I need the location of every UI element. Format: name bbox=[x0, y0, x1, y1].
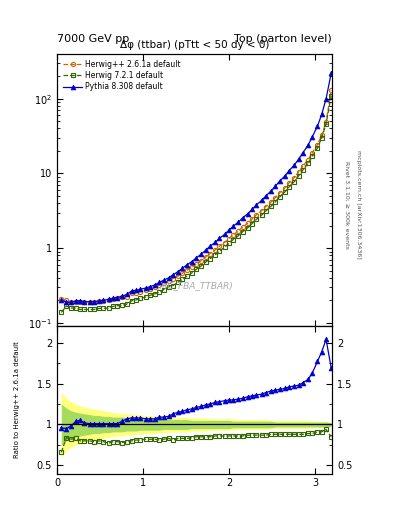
Title: Δφ (ttbar) (pTtt < 50 dy < 0): Δφ (ttbar) (pTtt < 50 dy < 0) bbox=[120, 40, 269, 50]
Herwig++ 2.6.1a default bbox=[92, 299, 96, 305]
Pythia 8.308 default bbox=[59, 297, 64, 303]
Line: Herwig 7.2.1 default: Herwig 7.2.1 default bbox=[59, 94, 333, 314]
Herwig 7.2.1 default bbox=[59, 309, 64, 315]
Text: Top (parton level): Top (parton level) bbox=[234, 33, 332, 44]
Line: Herwig++ 2.6.1a default: Herwig++ 2.6.1a default bbox=[59, 88, 333, 305]
Pythia 8.308 default bbox=[259, 197, 264, 203]
Text: Rivet 3.1.10; ≥ 300k events: Rivet 3.1.10; ≥ 300k events bbox=[344, 161, 349, 249]
Text: 7000 GeV pp: 7000 GeV pp bbox=[57, 33, 129, 44]
Herwig++ 2.6.1a default bbox=[59, 296, 64, 302]
Herwig++ 2.6.1a default bbox=[68, 298, 73, 305]
Pythia 8.308 default bbox=[68, 300, 73, 306]
Herwig++ 2.6.1a default bbox=[329, 87, 334, 93]
Herwig 7.2.1 default bbox=[129, 297, 134, 304]
Herwig++ 2.6.1a default bbox=[259, 208, 264, 214]
Pythia 8.308 default bbox=[106, 296, 111, 302]
Herwig 7.2.1 default bbox=[329, 93, 334, 99]
Herwig 7.2.1 default bbox=[254, 216, 259, 222]
Pythia 8.308 default bbox=[92, 298, 96, 305]
Herwig 7.2.1 default bbox=[68, 305, 73, 311]
Text: mcplots.cern.ch [arXiv:1306.3436]: mcplots.cern.ch [arXiv:1306.3436] bbox=[356, 151, 361, 259]
Pythia 8.308 default bbox=[203, 247, 208, 253]
Herwig++ 2.6.1a default bbox=[203, 254, 208, 260]
Y-axis label: Ratio to Herwig++ 2.6.1a default: Ratio to Herwig++ 2.6.1a default bbox=[14, 342, 20, 458]
Legend: Herwig++ 2.6.1a default, Herwig 7.2.1 default, Pythia 8.308 default: Herwig++ 2.6.1a default, Herwig 7.2.1 de… bbox=[61, 57, 183, 94]
Pythia 8.308 default bbox=[134, 287, 138, 293]
Herwig 7.2.1 default bbox=[199, 263, 204, 269]
Pythia 8.308 default bbox=[73, 297, 78, 304]
Herwig 7.2.1 default bbox=[87, 306, 92, 312]
Line: Pythia 8.308 default: Pythia 8.308 default bbox=[59, 71, 334, 305]
Herwig++ 2.6.1a default bbox=[78, 300, 83, 306]
Herwig 7.2.1 default bbox=[101, 305, 106, 311]
Pythia 8.308 default bbox=[329, 70, 334, 76]
Herwig++ 2.6.1a default bbox=[134, 290, 138, 296]
Text: (MC_FBA_TTBAR): (MC_FBA_TTBAR) bbox=[156, 281, 233, 290]
Herwig++ 2.6.1a default bbox=[106, 296, 111, 303]
